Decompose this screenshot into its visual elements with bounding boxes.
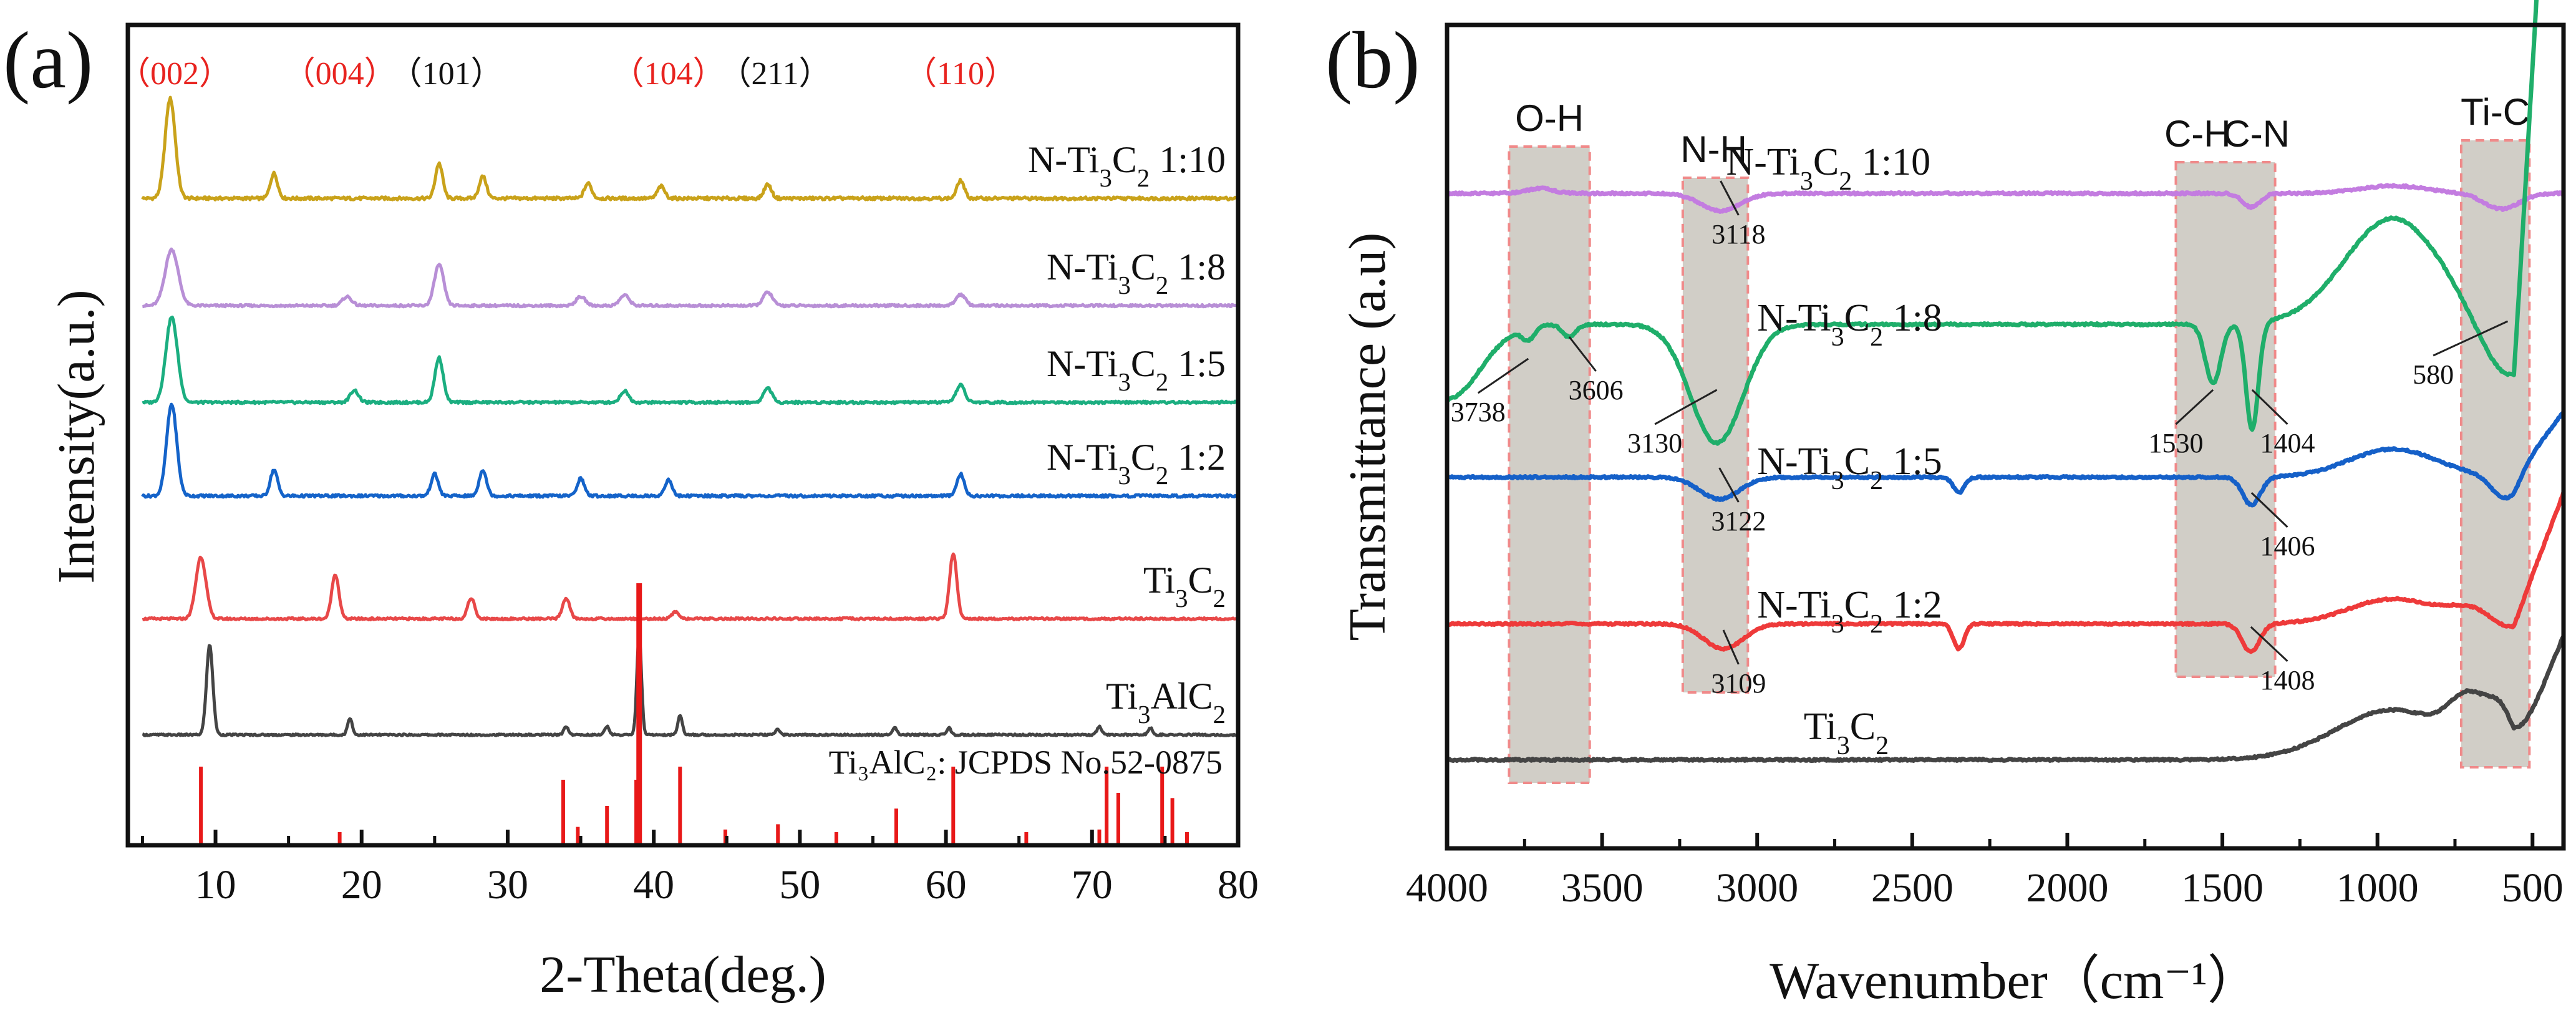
absorption-band-3 [2174, 161, 2277, 678]
peak-annotation-3130: 3130 [1627, 428, 1682, 458]
peak-annotation-1530: 1530 [2148, 428, 2203, 458]
b-x-tick-label-3000: 3000 [1716, 865, 1798, 911]
xrd-series-label-6: Ti3AlC2 [1106, 676, 1226, 729]
ftir-series-line-3 [1445, 410, 2565, 508]
ftir-series-line-1 [1446, 183, 2565, 214]
plot-a-y-axis-title: Intensity(a.u.) [47, 289, 105, 583]
peak-annotation-1404: 1404 [2260, 428, 2315, 458]
xrd-series-label-3: N-Ti3C2 1:5 [1047, 343, 1226, 396]
b-series-labels: N-Ti3C2 1:10 N-Ti3C2 1:8 N-Ti3C2 1:5 N-Ti3C… [1726, 141, 1942, 760]
a-series-group [141, 95, 1240, 737]
band-label-3-1: C-H [2164, 113, 2231, 155]
peak-arrow-3109 [1722, 629, 1740, 665]
xrd-series-label-2: N-Ti3C2 1:8 [1047, 246, 1226, 299]
ftir-series-line-4 [1446, 491, 2566, 654]
a-x-tick-label-60: 60 [926, 862, 967, 908]
a-x-tick-label-20: 20 [341, 862, 382, 908]
peak-annotation-580: 580 [2413, 359, 2454, 390]
peak-annotation-3738: 3738 [1451, 397, 1506, 427]
a-x-axis-ticks: 10 20 30 40 50 60 70 80 [140, 830, 1259, 908]
absorption-band-2 [1681, 177, 1750, 694]
peak-annotation-1406: 1406 [2260, 531, 2315, 561]
plot-a-x-axis-title: 2-Theta(deg.) [540, 946, 826, 1004]
plane-label-5: （211） [719, 56, 831, 92]
plane-label-6: （110） [904, 56, 1017, 92]
peak-arrow-1408 [2250, 626, 2288, 662]
a-x-tick-label-30: 30 [487, 862, 528, 908]
b-absorption-bands: O-H N-H C-HC-N Ti-C [1508, 91, 2531, 784]
peak-arrow-3606 [1568, 336, 1597, 372]
peak-arrow-3738 [1477, 357, 1529, 394]
b-x-tick-label-500: 500 [2502, 865, 2564, 911]
xrd-series-line-3 [142, 315, 1239, 405]
a-x-tick-label-70: 70 [1072, 862, 1113, 908]
ftir-series-line-5 [1445, 635, 2566, 763]
plane-label-1: （002） [118, 56, 231, 92]
ftir-series-label-2: N-Ti3C2 1:8 [1757, 297, 1942, 352]
band-label-2-1: N-H [1680, 129, 1747, 170]
band-label-3-2: C-N [2223, 113, 2290, 155]
plot-b-x-axis-title: Wavenumber（cm⁻¹） [1770, 952, 2260, 1010]
plot-b-frame [1445, 22, 2566, 851]
panel-b-label: (b) [1325, 16, 1420, 105]
xrd-series-label-4: N-Ti3C2 1:2 [1047, 437, 1226, 490]
peak-arrow-1406 [2250, 492, 2288, 528]
a-reference-lines [199, 583, 1189, 845]
plane-label-4: （104） [612, 56, 725, 92]
panel-a-label: (a) [3, 16, 93, 105]
absorption-band-1 [1508, 145, 1591, 784]
xrd-series-line-5 [142, 552, 1239, 622]
xrd-series-label-1: N-Ti3C2 1:10 [1028, 139, 1226, 192]
peak-arrow-1530 [2175, 389, 2214, 425]
peak-annotation-3122: 3122 [1711, 506, 1766, 536]
band-label-1-1: O-H [1515, 97, 1584, 139]
b-series-group [1445, 0, 2566, 763]
b-x-tick-label-1000: 1000 [2336, 865, 2419, 911]
plot-b-y-axis-title: Transmittance (a.u) [1339, 233, 1397, 641]
peak-arrow-580 [2433, 320, 2509, 357]
peak-annotation-1408: 1408 [2260, 665, 2315, 696]
plot-a-frame [125, 22, 1241, 848]
plane-label-2: （004） [283, 56, 397, 92]
absorption-band-4 [2459, 139, 2531, 769]
panel-b-ftir-chart: (b) O-HN-H C-HC-NTi-C N-Ti3C2 1:10N-Ti3C2… [1325, 0, 2566, 1010]
xrd-series-line-4 [141, 402, 1240, 499]
xrd-series-line-2 [142, 247, 1239, 309]
ftir-series-label-5: Ti3C2 [1804, 706, 1889, 760]
b-x-tick-label-3500: 3500 [1561, 865, 1644, 911]
b-x-tick-label-2000: 2000 [2026, 865, 2108, 911]
a-x-tick-label-80: 80 [1218, 862, 1259, 908]
peak-arrow-1404 [2251, 389, 2288, 425]
a-series-labels: N-Ti3C2 1:10 N-Ti3C2 1:8 N-Ti3C2 1:5 N-Ti3C… [1028, 139, 1226, 729]
a-x-tick-label-50: 50 [779, 862, 820, 908]
b-x-tick-label-1500: 1500 [2181, 865, 2264, 911]
a-x-tick-label-40: 40 [633, 862, 674, 908]
b-x-tick-label-4000: 4000 [1406, 865, 1488, 911]
peak-annotation-3109: 3109 [1711, 668, 1766, 699]
xrd-series-line-6 [142, 633, 1239, 737]
b-x-axis-ticks: 4000 3500 3000 2500 2000 1500 1000 500 [1406, 833, 2564, 911]
a-x-tick-label-10: 10 [195, 862, 236, 908]
ftir-series-label-3: N-Ti3C2 1:5 [1757, 440, 1942, 495]
band-label-4-1: Ti-C [2461, 91, 2530, 133]
a-plane-labels: （002） （004）（101） （104）（211） （110） [118, 56, 1017, 92]
ftir-series-label-1: N-Ti3C2 1:10 [1726, 141, 1931, 196]
ftir-series-line-2 [1445, 0, 2539, 446]
xrd-series-line-1 [141, 95, 1239, 201]
b-x-tick-label-2500: 2500 [1871, 865, 1954, 911]
peak-arrow-3118 [1720, 180, 1740, 216]
peak-arrow-3130 [1654, 389, 1718, 425]
peak-annotation-3606: 3606 [1569, 375, 1624, 405]
plane-label-3: （101） [390, 56, 503, 92]
plot-a-ref-label: Ti₃AlC₂: JCPDS No.52-0875 [829, 744, 1223, 781]
peak-annotation-3118: 3118 [1712, 219, 1765, 250]
xrd-series-label-5: Ti3C2 [1143, 560, 1226, 613]
ftir-series-label-4: N-Ti3C2 1:2 [1757, 584, 1942, 639]
peak-arrow-3122 [1718, 467, 1740, 503]
panel-a-xrd-chart: (a) N-Ti3C2 1:10N-Ti3C2 1:8N-Ti3C2 1:5N-… [3, 16, 1259, 1004]
